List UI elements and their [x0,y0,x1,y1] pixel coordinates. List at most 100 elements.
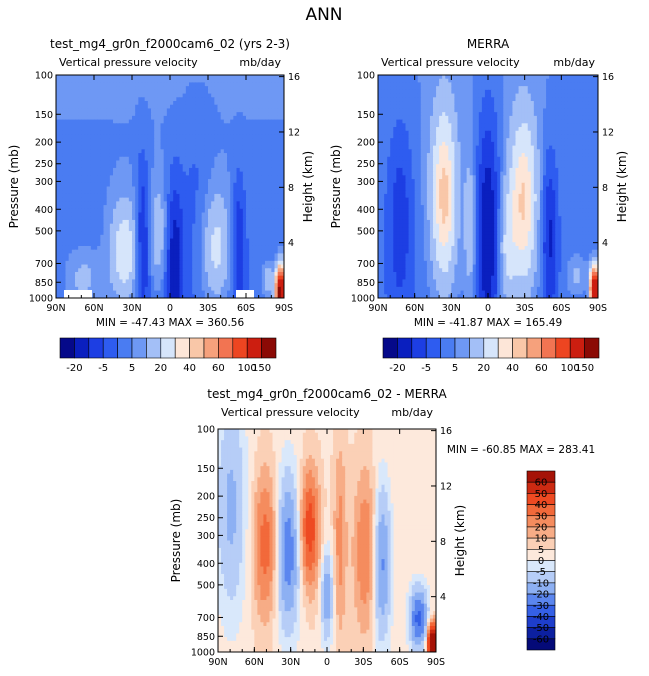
field-cell [402,75,407,80]
field-cell [160,127,165,132]
field-cell [84,86,89,91]
field-cell [211,223,215,228]
field-cell [185,115,190,121]
field-cell [198,156,203,162]
field-cell [116,123,120,128]
field-cell [163,134,168,139]
field-cell [147,101,152,106]
field-cell [185,279,190,284]
field-cell [255,86,260,91]
field-cell [195,145,200,150]
field-cell [239,167,244,173]
field-cell [417,86,422,91]
field-cell [59,283,63,288]
field-cell [277,197,282,202]
field-cell [469,78,474,84]
field-cell [128,138,133,143]
field-cell [261,164,266,169]
field-cell [75,286,79,292]
field-cell [509,78,514,84]
field-cell [163,275,168,281]
field-cell [258,167,263,173]
field-cell [255,108,260,113]
field-cell [192,101,196,106]
field-cell [154,123,158,128]
field-cell [274,175,279,180]
field-cell [62,190,67,195]
field-cell [429,78,434,84]
field-cell [223,171,228,176]
field-cell [265,253,269,258]
field-cell [132,149,136,154]
field-cell [160,153,165,158]
field-cell [179,219,184,225]
field-cell [208,134,212,139]
field-cell [116,186,120,191]
field-cell [182,108,187,113]
field-cell [106,201,111,206]
field-cell [439,89,443,95]
field-cell [195,242,200,247]
field-cell [68,119,73,124]
field-cell [81,127,86,132]
field-cell [90,93,95,98]
field-cell [539,82,544,87]
field-cell [220,279,225,284]
field-cell [144,283,149,288]
field-cell [122,164,127,169]
field-cell [182,197,187,202]
field-cell [125,227,130,232]
field-cell [390,78,394,84]
field-cell [154,227,158,232]
field-cell [147,260,152,266]
field-cell [396,82,400,87]
field-cell [84,171,89,176]
field-cell [116,212,120,217]
field-cell [116,115,120,121]
field-cell [81,231,86,236]
field-cell [154,89,158,95]
field-cell [585,93,590,98]
field-cell [84,75,89,80]
field-cell [271,257,276,262]
field-cell [94,127,98,132]
field-cell [128,153,133,158]
field-cell [271,271,276,277]
field-cell [170,89,174,95]
field-cell [122,208,127,214]
field-cell [555,101,559,106]
field-cell [246,279,250,284]
field-cell [154,93,158,98]
field-cell [59,78,63,84]
field-cell [138,141,143,147]
field-cell [252,156,257,162]
field-cell [176,130,181,136]
field-cell [113,249,117,254]
field-cell [249,268,253,273]
field-cell [125,108,130,113]
field-cell [68,283,73,288]
field-cell [170,123,174,128]
field-cell [227,104,231,110]
field-cell [390,82,394,87]
field-cell [62,260,67,266]
field-cell [116,257,120,262]
field-cell [265,283,269,288]
field-cell [81,227,86,232]
field-cell [56,167,60,173]
field-cell [106,186,111,191]
field-cell [230,145,234,150]
field-cell [135,82,139,87]
field-cell [90,75,95,80]
field-cell [138,130,143,136]
field-cell [252,219,257,225]
field-cell [494,78,498,84]
field-cell [90,156,95,162]
field-cell [252,127,257,132]
field-cell [144,212,149,217]
field-cell [87,97,92,102]
field-cell [135,167,139,173]
field-cell [68,260,73,266]
field-cell [280,216,284,221]
field-cell [220,283,225,288]
